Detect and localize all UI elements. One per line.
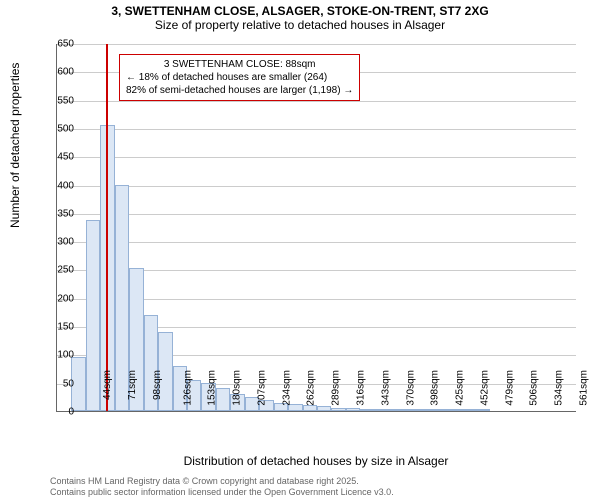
ytick-label: 50 — [63, 378, 74, 389]
xtick-label: 398sqm — [430, 370, 441, 406]
chart-plot-area: 3 SWETTENHAM CLOSE: 88sqm← 18% of detach… — [56, 44, 576, 412]
xtick-label: 425sqm — [455, 370, 466, 406]
y-axis-label: Number of detached properties — [8, 63, 22, 228]
grid-line — [57, 44, 576, 45]
annotation-line2: ← 18% of detached houses are smaller (26… — [126, 71, 353, 84]
grid-line — [57, 157, 576, 158]
histogram-bar — [216, 388, 230, 411]
xtick-label: 71sqm — [127, 370, 138, 400]
footer-line1: Contains HM Land Registry data © Crown c… — [50, 476, 394, 487]
ytick-label: 0 — [68, 407, 74, 418]
histogram-bar — [476, 409, 490, 411]
ytick-label: 350 — [57, 208, 74, 219]
grid-line — [57, 129, 576, 130]
histogram-bar — [461, 409, 475, 411]
histogram-bar — [317, 406, 331, 411]
xtick-label: 343sqm — [380, 370, 391, 406]
chart-footer: Contains HM Land Registry data © Crown c… — [50, 476, 394, 498]
xtick-label: 506sqm — [529, 370, 540, 406]
grid-line — [57, 242, 576, 243]
histogram-bar — [303, 405, 317, 411]
xtick-label: 534sqm — [554, 370, 565, 406]
xtick-label: 44sqm — [102, 370, 113, 400]
xtick-label: 180sqm — [232, 370, 243, 406]
xtick-label: 126sqm — [182, 370, 193, 406]
histogram-bar — [389, 409, 403, 411]
histogram-bar — [360, 409, 374, 411]
annotation-line1: 3 SWETTENHAM CLOSE: 88sqm — [126, 58, 353, 71]
ytick-label: 200 — [57, 293, 74, 304]
ytick-label: 100 — [57, 350, 74, 361]
ytick-label: 550 — [57, 95, 74, 106]
ytick-label: 250 — [57, 265, 74, 276]
xtick-label: 153sqm — [207, 370, 218, 406]
xtick-label: 370sqm — [405, 370, 416, 406]
histogram-bar — [346, 408, 360, 411]
histogram-bar — [447, 409, 461, 411]
xtick-label: 207sqm — [257, 370, 268, 406]
histogram-bar — [331, 408, 345, 411]
grid-line — [57, 186, 576, 187]
xtick-label: 452sqm — [479, 370, 490, 406]
xtick-label: 234sqm — [281, 370, 292, 406]
ytick-label: 450 — [57, 152, 74, 163]
histogram-bar — [404, 409, 418, 411]
xtick-label: 561sqm — [578, 370, 589, 406]
ytick-label: 150 — [57, 322, 74, 333]
xtick-label: 289sqm — [331, 370, 342, 406]
chart-title-line1: 3, SWETTENHAM CLOSE, ALSAGER, STOKE-ON-T… — [0, 4, 600, 18]
ytick-label: 650 — [57, 39, 74, 50]
ytick-label: 500 — [57, 123, 74, 134]
xtick-label: 316sqm — [356, 370, 367, 406]
histogram-bar — [433, 409, 447, 411]
histogram-bar — [418, 409, 432, 411]
annotation-box: 3 SWETTENHAM CLOSE: 88sqm← 18% of detach… — [119, 54, 360, 101]
xtick-label: 479sqm — [504, 370, 515, 406]
ytick-label: 300 — [57, 237, 74, 248]
ytick-label: 600 — [57, 67, 74, 78]
chart-title-line2: Size of property relative to detached ho… — [0, 18, 600, 32]
histogram-bar — [375, 409, 389, 411]
annotation-line3: 82% of semi-detached houses are larger (… — [126, 84, 353, 97]
x-axis-label: Distribution of detached houses by size … — [56, 454, 576, 468]
ytick-label: 400 — [57, 180, 74, 191]
footer-line2: Contains public sector information licen… — [50, 487, 394, 498]
xtick-label: 98sqm — [152, 370, 163, 400]
reference-line — [106, 44, 108, 411]
histogram-bar — [86, 220, 100, 411]
xtick-label: 262sqm — [306, 370, 317, 406]
grid-line — [57, 214, 576, 215]
